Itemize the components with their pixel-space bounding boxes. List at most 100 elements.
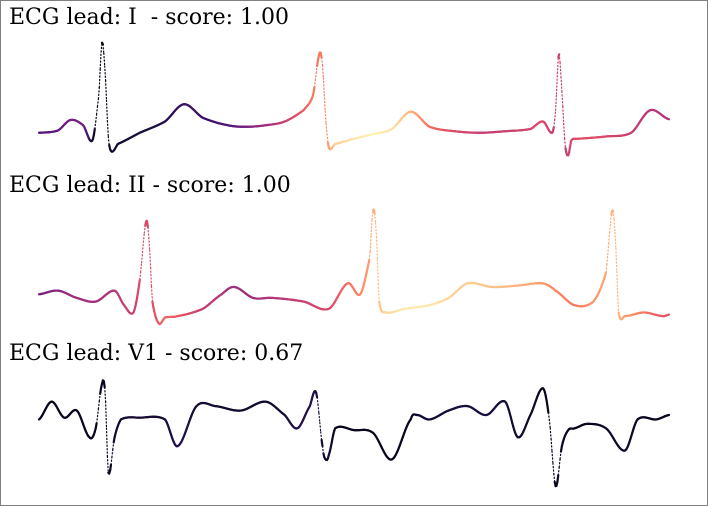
trace-segment: [557, 466, 560, 476]
trace-segment: [140, 262, 143, 273]
trace-segment: [322, 77, 325, 96]
trace-segment: [558, 458, 561, 468]
trace-segment: [137, 278, 141, 288]
trace-segment: [99, 51, 102, 70]
trace-segment: [553, 473, 556, 483]
trace-segment: [376, 258, 379, 285]
trace-segment: [315, 391, 319, 399]
trace-segment: [377, 283, 380, 303]
trace-segment: [141, 251, 144, 264]
trace-segment: [141, 241, 144, 253]
trace-segment: [561, 90, 564, 108]
trace-segment: [325, 122, 328, 135]
trace-segment: [105, 99, 109, 122]
trace-segment: [617, 294, 620, 314]
trace-segment: [616, 270, 619, 297]
trace-segment: [551, 126, 555, 133]
trace-segment: [312, 86, 316, 95]
trace-segment: [98, 393, 101, 402]
trace-segment: [150, 285, 153, 303]
lead-panel-ii: ECG lead: II - score: 1.00: [1, 169, 707, 337]
trace-segment: [316, 396, 319, 405]
trace-segment: [369, 234, 372, 252]
ecg-trace-lead-v1: [37, 379, 671, 488]
trace-segment: [92, 127, 96, 136]
trace-segment: [368, 250, 371, 261]
trace-segment: [324, 110, 327, 125]
trace-segment: [551, 450, 554, 464]
trace-segment: [315, 65, 318, 74]
trace-segment: [150, 267, 153, 288]
trace-segment: [142, 232, 145, 243]
trace-segment: [321, 445, 324, 454]
trace-segment: [313, 79, 316, 88]
trace-segment: [563, 137, 567, 149]
trace-segment: [560, 76, 563, 93]
trace-segment: [555, 72, 559, 95]
trace-segment: [606, 253, 609, 266]
trace-segment: [371, 210, 374, 221]
trace-segment: [556, 474, 560, 483]
trace-segment: [554, 109, 557, 121]
trace-segment: [370, 219, 373, 236]
trace-segment: [94, 422, 98, 430]
trace-segment: [556, 56, 559, 74]
trace-segment: [147, 226, 150, 239]
trace-segment: [314, 72, 317, 81]
trace-segment: [608, 231, 611, 245]
trace-segment: [321, 64, 324, 79]
trace-segment: [104, 65, 107, 82]
trace-segment: [559, 62, 562, 78]
trace-segment: [96, 98, 100, 108]
trace-segment: [546, 405, 550, 414]
trace-segment: [97, 400, 100, 410]
trace-segment: [552, 462, 555, 475]
trace-segment: [145, 219, 149, 229]
trace-segment: [607, 242, 610, 256]
trace-segment: [96, 408, 100, 418]
trace-segment: [563, 122, 566, 140]
trace-segment: [104, 400, 108, 429]
trace-segment: [374, 213, 377, 224]
lead-title: ECG lead: I - score: 1.00: [9, 5, 290, 30]
trace-segment: [318, 412, 321, 424]
ecg-trace-lead-ii: [37, 208, 671, 326]
trace-segment: [614, 231, 617, 250]
trace-segment: [319, 421, 322, 433]
trace-segment: [103, 52, 106, 67]
trace-segment: [613, 218, 616, 234]
trace-segment: [98, 68, 101, 89]
trace-segment: [553, 119, 556, 128]
trace-segment: [320, 431, 323, 441]
trace-segment: [559, 450, 562, 460]
trace-segment: [608, 222, 612, 234]
trace-segment: [367, 258, 371, 266]
trace-segment: [317, 403, 320, 414]
trace-segment: [550, 438, 553, 452]
trace-segment: [326, 133, 329, 143]
trace-segment: [104, 386, 107, 403]
trace-segment: [319, 51, 323, 59]
trace-segment: [549, 427, 552, 440]
trace-segment: [375, 222, 378, 238]
trace-segment: [375, 236, 378, 261]
trace-segment: [148, 237, 151, 251]
trace-segment: [321, 56, 324, 66]
trace-segment: [94, 121, 97, 130]
trace-segment: [372, 208, 376, 215]
trace-segment: [139, 271, 142, 281]
trace-segment: [111, 448, 114, 458]
lead-title: ECG lead: V1 - score: 0.67: [9, 341, 304, 366]
trace-segment: [547, 412, 550, 421]
trace-segment: [106, 120, 109, 138]
lead-panel-v1: ECG lead: V1 - score: 0.67: [1, 337, 707, 505]
trace-segment: [558, 53, 561, 64]
trace-segment: [605, 263, 608, 274]
trace-segment: [104, 79, 108, 101]
trace-segment: [97, 86, 100, 100]
trace-segment: [143, 225, 146, 234]
trace-segment: [149, 249, 152, 269]
trace-segment: [105, 427, 109, 457]
trace-segment: [102, 380, 106, 389]
